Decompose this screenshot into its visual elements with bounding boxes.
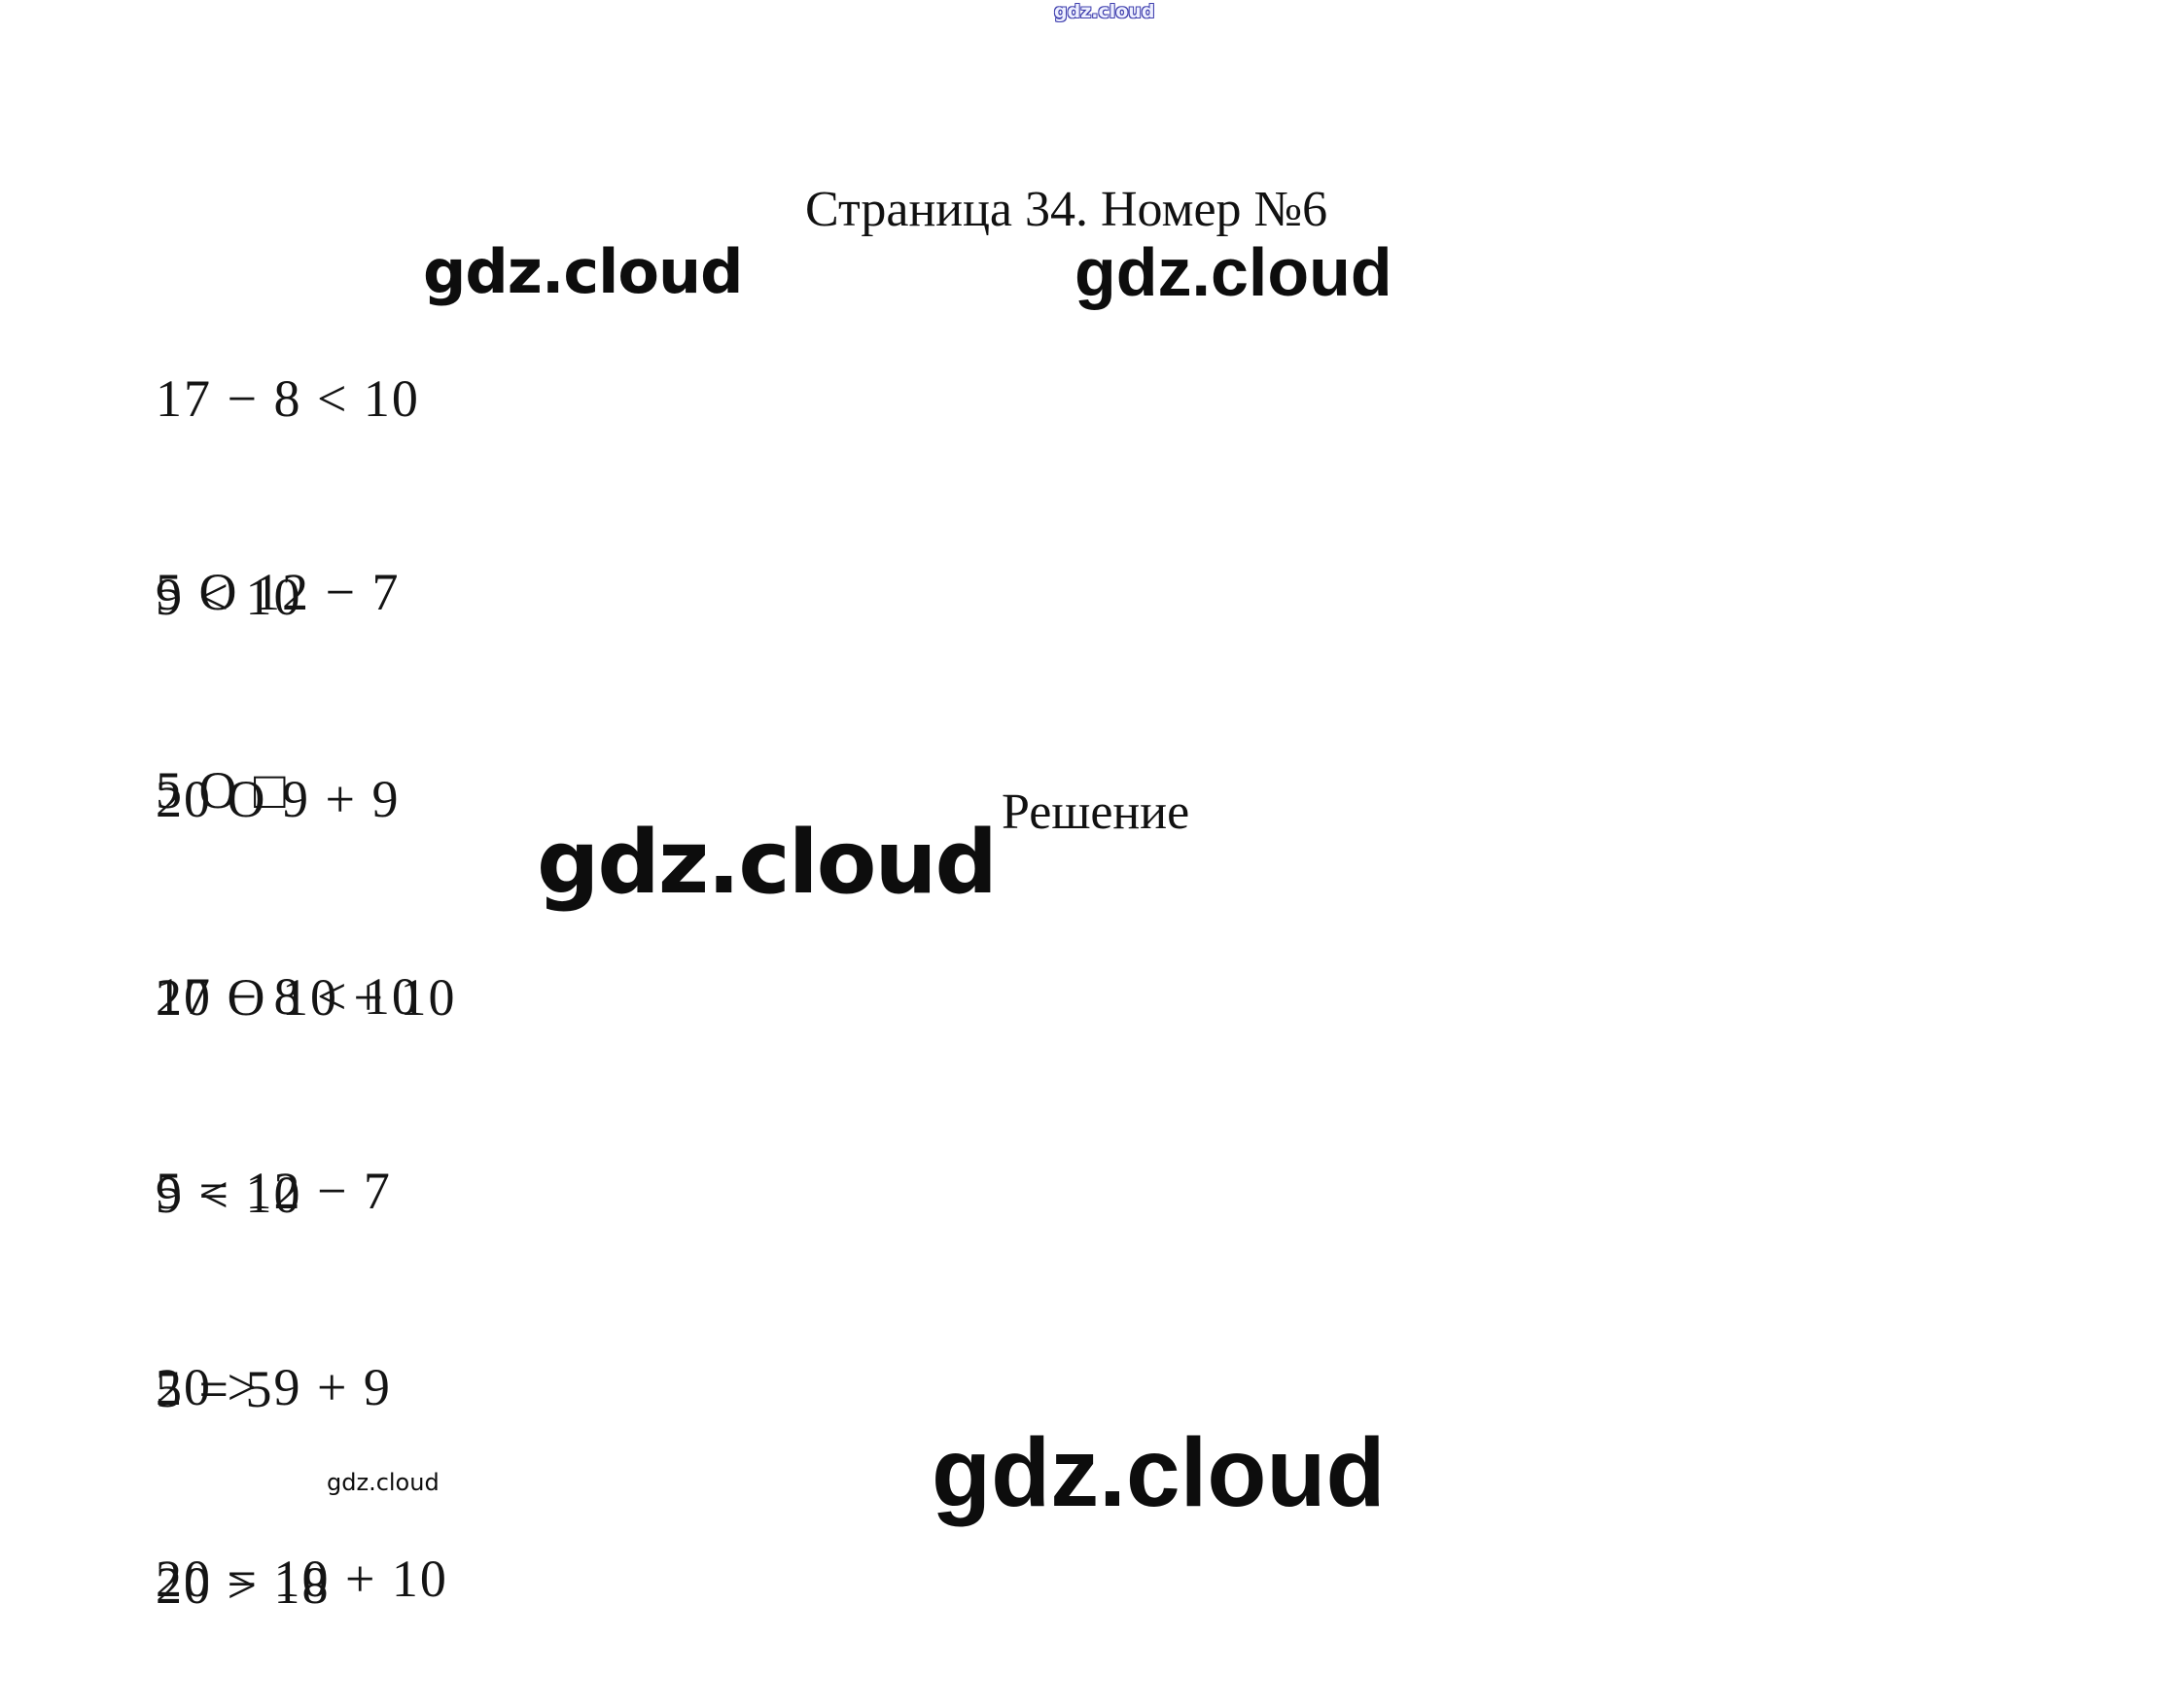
math-line: 20 > 9 + 9 [156, 1358, 392, 1416]
math-line: 5 О 12 − 7 [156, 563, 401, 621]
solution-block-2: 5 = 12 − 7 5 = 5 [156, 1026, 392, 1554]
solution-block-3: 20 > 9 + 9 20 > 18 [156, 1222, 392, 1708]
problem-block-2: 5 О 12 − 7 5 О □ [156, 427, 400, 956]
page-title: Страница 34. Номер №6 [805, 182, 1328, 237]
math-line: 9 < 10 [156, 1166, 302, 1224]
watermark-top: gdz.cloud [1054, 1, 1155, 22]
problem-block-1: 17 − 8 < 10 9 < 10 [156, 233, 420, 762]
math-line: 5 = 12 − 7 [156, 1162, 392, 1220]
math-line: 20 = 10 + 10 [156, 1550, 448, 1608]
watermark-bottom-right: gdz.cloud [932, 1418, 1386, 1527]
watermark-near-answer: gdz.cloud [327, 1469, 440, 1496]
watermark-upper-right: gdz.cloud [1074, 234, 1392, 310]
math-line: 17 − 8 < 10 [156, 369, 420, 428]
math-line: 20 О 10 + 10 [156, 968, 457, 1027]
math-line: 5 О □ [156, 761, 288, 819]
problem-block-3: 20 О 9 + 9 20 О 10 + 10 [156, 634, 456, 1163]
watermark-middle: gdz.cloud [537, 812, 998, 914]
math-line: 5 = 5 [156, 1360, 274, 1418]
math-line: 20 О 9 + 9 [156, 770, 401, 828]
solution-heading: Решение [1002, 784, 1190, 840]
math-line: 20 > 18 [156, 1556, 331, 1615]
math-line: 9 < 10 [156, 568, 302, 626]
math-line: 17 − 8 < 10 [156, 967, 420, 1026]
watermark-inline: gdz.cloud [423, 236, 744, 307]
solution-block-1: 17 − 8 < 10 9 < 10 [156, 831, 420, 1360]
solution-block-4: 20 = 10 + 10 20 = 20 [156, 1413, 448, 1708]
